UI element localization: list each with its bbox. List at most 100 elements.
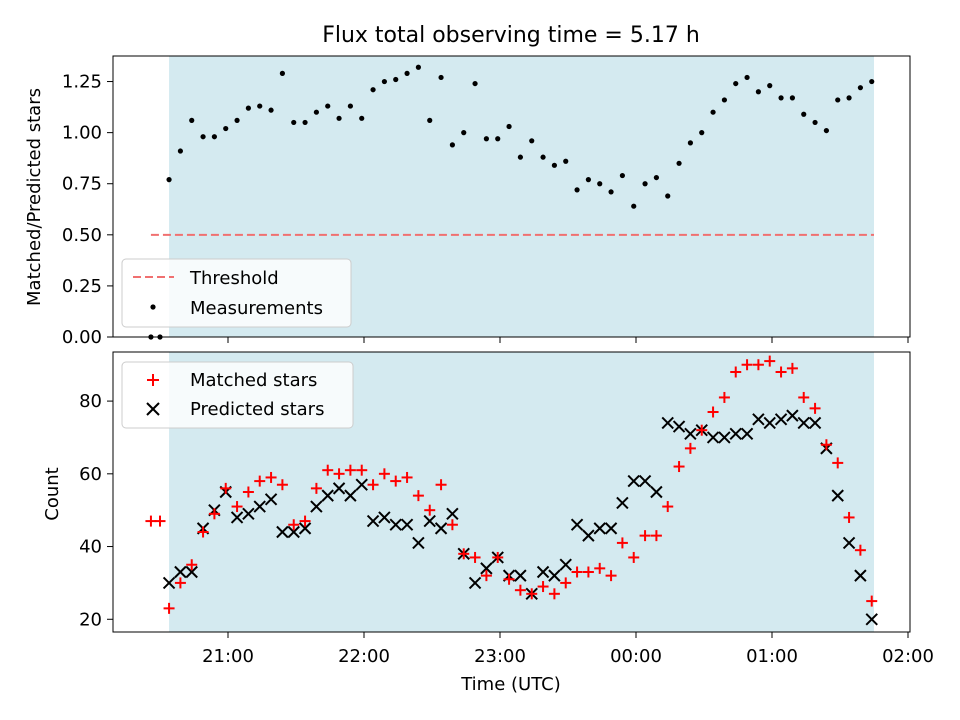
measurement-point	[699, 130, 705, 136]
matched-stars-point	[197, 526, 209, 538]
matched-stars-point	[764, 355, 776, 367]
chart-title: Flux total observing time = 5.17 h	[322, 23, 700, 48]
measurement-point	[767, 83, 773, 89]
matched-stars-point	[469, 551, 481, 563]
predicted-stars-point	[752, 413, 765, 426]
matched-stars-point	[548, 588, 560, 600]
predicted-stars-point	[548, 569, 561, 582]
measurement-point	[415, 64, 421, 70]
matched-stars-point	[333, 468, 345, 480]
predicted-stars-point	[593, 522, 606, 535]
bottom-y-ticks: 20 40 60 80	[79, 391, 113, 630]
x-tick-label: 02:00	[882, 646, 934, 667]
measurement-point	[631, 203, 637, 209]
predicted-stars-point	[412, 536, 425, 550]
predicted-stars-point	[310, 500, 323, 513]
bottom-y-tick-label: 60	[79, 464, 102, 485]
predicted-stars-point	[650, 485, 663, 499]
matched-stars-point	[775, 366, 787, 378]
matched-stars-point	[843, 511, 855, 523]
matched-stars-point	[265, 471, 277, 483]
matched-stars-point	[718, 391, 730, 403]
matched-stars-point	[684, 442, 696, 454]
predicted-stars-point	[276, 525, 289, 539]
measurement-point	[529, 138, 535, 144]
top-y-tick-label: 0.75	[62, 174, 102, 195]
measurement-point	[359, 115, 365, 121]
predicted-stars-point	[718, 431, 731, 444]
matched-stars-point	[288, 519, 300, 531]
x-tick-label: 00:00	[610, 646, 662, 667]
measurement-point	[642, 181, 648, 187]
top-y-ticks: 0.00 0.25 0.50 0.75 1.00 1.25	[62, 72, 113, 348]
predicted-stars-point	[389, 518, 402, 531]
matched-stars-point	[560, 577, 572, 589]
matched-stars-point	[390, 475, 402, 487]
x-tick-label: 23:00	[474, 646, 526, 667]
matched-stars-point	[367, 479, 379, 491]
measurement-point	[733, 80, 739, 87]
measurement-point	[744, 74, 750, 81]
matched-stars-point	[730, 366, 742, 378]
predicted-stars-point	[831, 489, 844, 502]
measurement-point	[812, 119, 818, 126]
matched-stars-point	[322, 464, 334, 476]
predicted-stars-point	[230, 511, 244, 524]
predicted-stars-point	[763, 416, 776, 430]
bottom-y-tick-label: 20	[79, 609, 102, 630]
measurement-point	[710, 109, 716, 115]
matched-stars-point	[537, 581, 549, 593]
predicted-stars-point	[570, 518, 584, 531]
matched-stars-point	[832, 457, 844, 469]
matched-stars-point	[662, 501, 674, 513]
predicted-stars-point	[604, 522, 618, 535]
matched-stars-point	[526, 588, 538, 600]
predicted-stars-point	[854, 569, 867, 582]
measurement-point	[540, 154, 546, 160]
matched-stars-point	[344, 464, 356, 476]
predicted-stars-point	[729, 427, 742, 441]
measurement-point	[676, 160, 682, 166]
measurement-point	[166, 177, 172, 183]
measurement-point	[846, 95, 852, 101]
measurement-point	[857, 85, 864, 91]
predicted-stars-point	[287, 525, 300, 539]
measurement-point	[563, 158, 569, 164]
measurement-point	[483, 136, 489, 142]
matched-stars-point	[458, 548, 470, 560]
matched-stars-point	[424, 504, 436, 516]
predicted-stars-point	[264, 493, 278, 506]
matched-stars-point	[378, 468, 390, 480]
measurement-point	[347, 103, 353, 109]
matched-legend-label: Matched stars	[190, 370, 317, 391]
measurement-point	[665, 193, 671, 199]
predicted-stars-point	[446, 507, 459, 521]
predicted-stars-point	[865, 613, 878, 626]
bottom-legend: Matched stars Predicted stars	[121, 361, 354, 429]
measurement-point	[869, 78, 875, 85]
measurement-point	[404, 70, 410, 76]
predicted-stars-point	[672, 420, 686, 433]
measurement-point	[585, 177, 592, 183]
matched-stars-point	[650, 530, 662, 542]
top-y-axis-label: Matched/Predicted stars	[24, 88, 45, 306]
measurement-point	[336, 115, 342, 121]
matched-stars-point	[492, 551, 504, 563]
measurement-point	[789, 95, 796, 101]
top-y-tick-label: 0.25	[62, 276, 102, 297]
matched-stars-point	[752, 359, 764, 371]
matched-stars-point	[854, 544, 866, 556]
predicted-stars-point	[468, 576, 482, 590]
matched-stars-point	[276, 479, 288, 491]
matched-stars-point	[741, 359, 753, 371]
matched-stars-point	[582, 566, 594, 578]
measurement-point	[778, 95, 784, 101]
predicted-stars-point	[514, 569, 527, 582]
matched-stars-point	[480, 570, 492, 582]
measurement-point	[223, 125, 229, 132]
bottom-y-axis-label: Count	[42, 467, 63, 520]
measurement-point	[506, 123, 512, 130]
matched-stars-point	[707, 406, 719, 418]
matched-stars-point	[154, 515, 166, 527]
